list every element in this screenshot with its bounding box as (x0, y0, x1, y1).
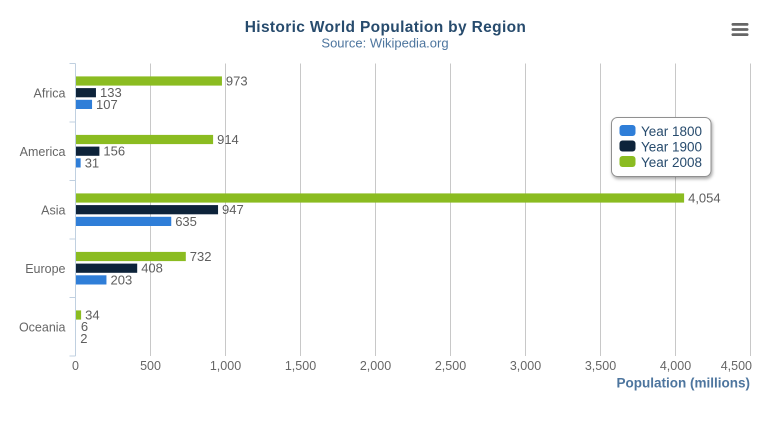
svg-text:3,500: 3,500 (585, 359, 616, 373)
svg-text:947: 947 (222, 202, 244, 217)
svg-text:America: America (20, 145, 66, 159)
svg-text:914: 914 (217, 132, 239, 147)
svg-text:203: 203 (111, 272, 133, 287)
svg-text:Year 1800: Year 1800 (641, 124, 702, 139)
svg-text:500: 500 (140, 359, 161, 373)
svg-text:408: 408 (141, 261, 163, 276)
svg-text:4,000: 4,000 (660, 359, 691, 373)
svg-text:Historic World Population by R: Historic World Population by Region (245, 19, 527, 36)
svg-text:0: 0 (72, 359, 79, 373)
svg-text:Year 2008: Year 2008 (641, 155, 702, 170)
svg-text:6: 6 (81, 319, 88, 334)
svg-text:2,000: 2,000 (360, 359, 391, 373)
svg-text:732: 732 (190, 249, 212, 264)
svg-text:Asia: Asia (41, 203, 65, 217)
svg-text:133: 133 (100, 85, 122, 100)
svg-text:107: 107 (96, 97, 118, 112)
svg-text:Africa: Africa (34, 86, 66, 100)
svg-text:2,500: 2,500 (435, 359, 466, 373)
svg-text:973: 973 (226, 74, 248, 89)
svg-text:31: 31 (85, 155, 99, 170)
svg-text:4,054: 4,054 (688, 191, 721, 206)
svg-text:Oceania: Oceania (19, 320, 66, 334)
svg-text:4,500: 4,500 (721, 359, 752, 373)
svg-text:156: 156 (103, 144, 125, 159)
svg-text:1,500: 1,500 (285, 359, 316, 373)
svg-text:34: 34 (85, 308, 99, 323)
svg-text:1,000: 1,000 (210, 359, 241, 373)
svg-text:2: 2 (80, 331, 87, 346)
svg-text:Source: Wikipedia.org: Source: Wikipedia.org (321, 35, 448, 50)
svg-text:Population (millions): Population (millions) (617, 376, 751, 391)
svg-text:Year 1900: Year 1900 (641, 139, 702, 154)
svg-text:3,000: 3,000 (510, 359, 541, 373)
svg-text:635: 635 (175, 214, 197, 229)
svg-text:Europe: Europe (25, 262, 65, 276)
